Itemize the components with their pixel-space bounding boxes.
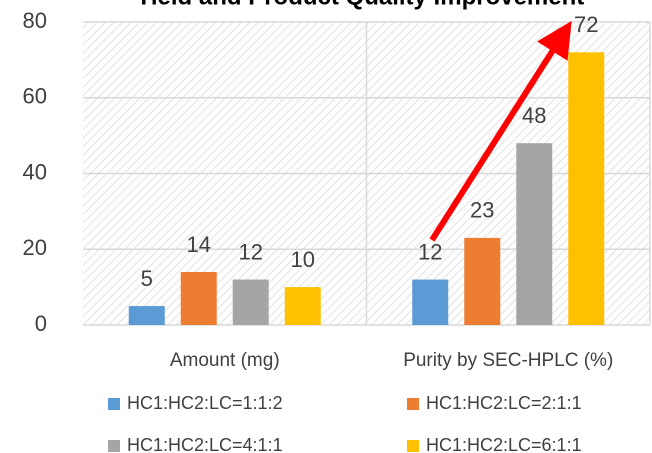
value-label: 5 [141,266,153,291]
bar [128,306,165,325]
y-tick-label: 60 [23,84,47,109]
x-tick-label: Purity by SEC-HPLC (%) [403,350,613,371]
bar [412,279,449,325]
bar [464,237,501,325]
legend-swatch [407,440,419,452]
value-label: 72 [574,12,598,37]
value-label: 48 [522,103,546,128]
value-label: 14 [187,232,211,257]
legend-swatch [108,398,120,410]
bar [232,279,269,325]
legend-swatch [108,440,120,452]
value-label: 12 [239,239,263,264]
bar [568,52,605,326]
bar [516,143,553,325]
bar [180,271,217,325]
trend-arrow [429,20,572,242]
legend-swatch [407,398,419,410]
x-tick-label: Amount (mg) [170,350,280,371]
value-label: 12 [418,239,442,264]
y-tick-label: 20 [23,235,47,260]
bar [284,287,321,325]
y-tick-label: 80 [23,8,47,33]
value-label: 23 [470,198,494,223]
value-label: 10 [291,247,315,272]
y-tick-label: 40 [23,159,47,184]
legend-label: HC1:HC2:LC=6:1:1 [426,435,582,453]
legend-label: HC1:HC2:LC=4:1:1 [127,435,283,453]
legend-label: HC1:HC2:LC=2:1:1 [426,393,582,413]
chart-title: Yield and Product Quality Improvement [136,0,585,10]
legend-label: HC1:HC2:LC=1:1:2 [127,393,283,413]
y-tick-label: 0 [35,311,47,336]
